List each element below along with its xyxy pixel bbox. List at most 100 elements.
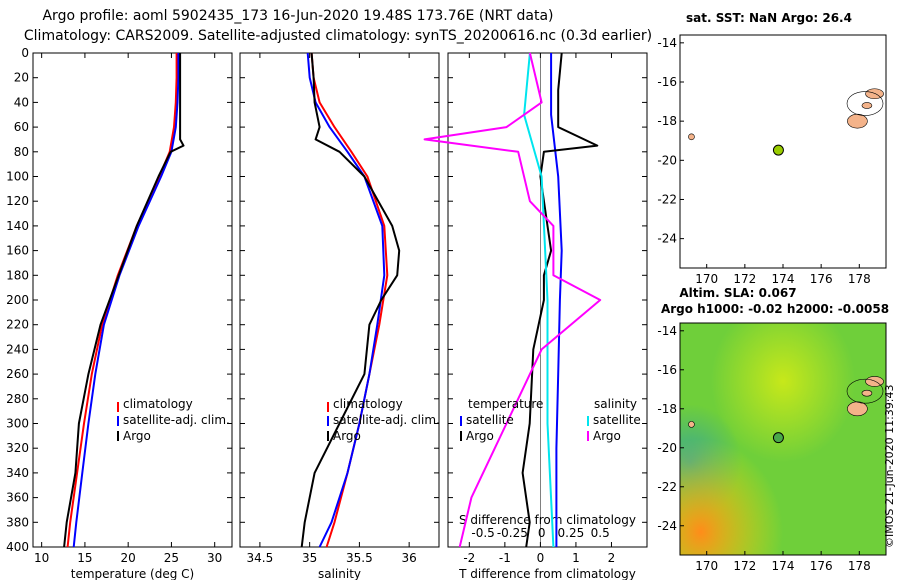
x-tick-label: 25 [164,551,179,565]
sla-map-title1: Altim. SLA: 0.067 [679,286,796,300]
x-tick-label: 1 [572,551,580,565]
legend-swatch-satellite [117,416,119,426]
y-tick-label: 380 [6,515,29,529]
series-line-argo [300,52,401,548]
legend-argo: Argo [123,429,151,443]
island [865,376,884,387]
y-tick-label: 260 [6,367,29,381]
x-tick-label: -1 [499,551,511,565]
map-x-tick-label: 170 [695,559,718,573]
difference-panel: -2 -1 0 1 2 T difference from climatology -0.5… [423,52,648,580]
map-x-tick-label: 178 [848,559,871,573]
y-tick-label: 40 [14,95,29,109]
x2-axis-label: S difference from climatology [459,513,636,527]
map-y-tick-label: -14 [657,324,677,338]
island [861,102,873,109]
sst-map-title: sat. SST: NaN Argo: 26.4 [686,11,852,25]
map-y-tick-label: -18 [657,114,677,128]
map-y-tick-label: -24 [657,232,677,246]
x-tick-label: 35.5 [346,551,373,565]
map-y-tick-label: -22 [657,192,677,206]
plot-frame [239,52,440,548]
y-tick-label: 60 [14,120,29,134]
x-tick-label: 20 [121,551,136,565]
reef-outline [846,378,884,404]
y-tick-label: 120 [6,194,29,208]
series-line-argo [63,53,185,548]
y-tick-label: 200 [6,293,29,307]
legend-satellite-adj: satellite-adj. clim. [333,413,440,427]
x2-tick-label: 0 [538,526,546,540]
imos-credit: ©IMOS 21-Jun-2020 11:39:43 [883,384,896,548]
map-y-tick-label: -14 [657,36,677,50]
series-line-s-argo [423,52,602,548]
x2-tick-label: 0.5 [591,526,610,540]
reef-outline [846,91,884,116]
y-tick-label: 320 [6,441,29,455]
x2-tick-label: 0.25 [558,526,585,540]
island [847,113,868,129]
x-tick-label: 10 [34,551,49,565]
series-line-satellite-adj-clim- [72,53,180,548]
map-y-tick-label: -16 [657,75,677,89]
map-x-tick-label: 170 [695,272,718,286]
y-tick-label: 220 [6,318,29,332]
legend-argo: Argo [333,429,361,443]
legend-t-argo: Argo [466,429,494,443]
island [865,88,884,100]
y-tick-label: 360 [6,491,29,505]
y-tick-label: 180 [6,268,29,282]
sla-map: 170 172 174 176 178 -14 -16 -18 -20 -22 -24 [657,322,887,573]
x-tick-label: 30 [207,551,222,565]
map-x-tick-label: 172 [733,559,756,573]
island [861,389,873,397]
legend-s-argo: Argo [593,429,621,443]
title-line2: Climatology: CARS2009. Satellite-adjuste… [24,28,652,44]
x-tick-label: -2 [463,551,475,565]
y-tick-label: 300 [6,417,29,431]
y-tick-label: 160 [6,244,29,258]
x-tick-label: 0 [537,551,545,565]
legend-climatology: climatology [333,397,403,411]
x-tick-label: 36 [402,551,417,565]
map-y-tick-label: -18 [657,402,677,416]
legend-swatch-t-argo [460,431,462,441]
y-tick-label: 100 [6,170,29,184]
sla-map-title2: Argo h1000: -0.02 h2000: -0.0058 [661,302,889,316]
x-tick-label: 2 [608,551,616,565]
series-line-satellite-adj-clim- [306,52,386,548]
x-tick-label: 35 [302,551,317,565]
series-line-s-satellite [523,52,555,548]
salinity-panel: 34.5 35 35.5 36 salinity [239,52,440,580]
legend-satellite-adj: satellite-adj. clim. [123,413,230,427]
map-x-tick-label: 172 [733,272,756,286]
legend-climatology: climatology [123,397,193,411]
x-axis-label: temperature (deg C) [71,567,194,580]
x2-tick-label: -0.5 [471,526,494,540]
legend-swatch-argo [327,431,329,441]
island [688,133,695,141]
legend-swatch-satellite [327,416,329,426]
plot-frame [32,52,233,548]
island [847,401,868,417]
salinity-legend: climatology satellite-adj. clim. Argo [327,397,440,443]
legend-swatch-t-satellite [460,416,462,426]
temperature-legend: climatology satellite-adj. clim. Argo [117,397,230,443]
argo-position-marker [772,432,784,444]
legend-temperature-title: temperature [468,397,543,411]
legend-swatch-s-argo [587,431,589,441]
y-tick-label: 0 [21,46,29,60]
map-x-tick-label: 176 [810,272,833,286]
y-tick-label: 240 [6,342,29,356]
map-x-tick-label: 176 [810,559,833,573]
x2-tick-label: -0.25 [497,526,528,540]
legend-swatch-s-satellite [587,416,589,426]
legend-swatch-argo [117,431,119,441]
map-x-tick-label: 174 [772,272,795,286]
series-line-t-argo [521,52,599,548]
legend-t-satellite: satellite [466,413,514,427]
map-x-tick-label: 174 [772,559,795,573]
x-axis-label: T difference from climatology [458,567,636,580]
y-tick-label: 340 [6,466,29,480]
